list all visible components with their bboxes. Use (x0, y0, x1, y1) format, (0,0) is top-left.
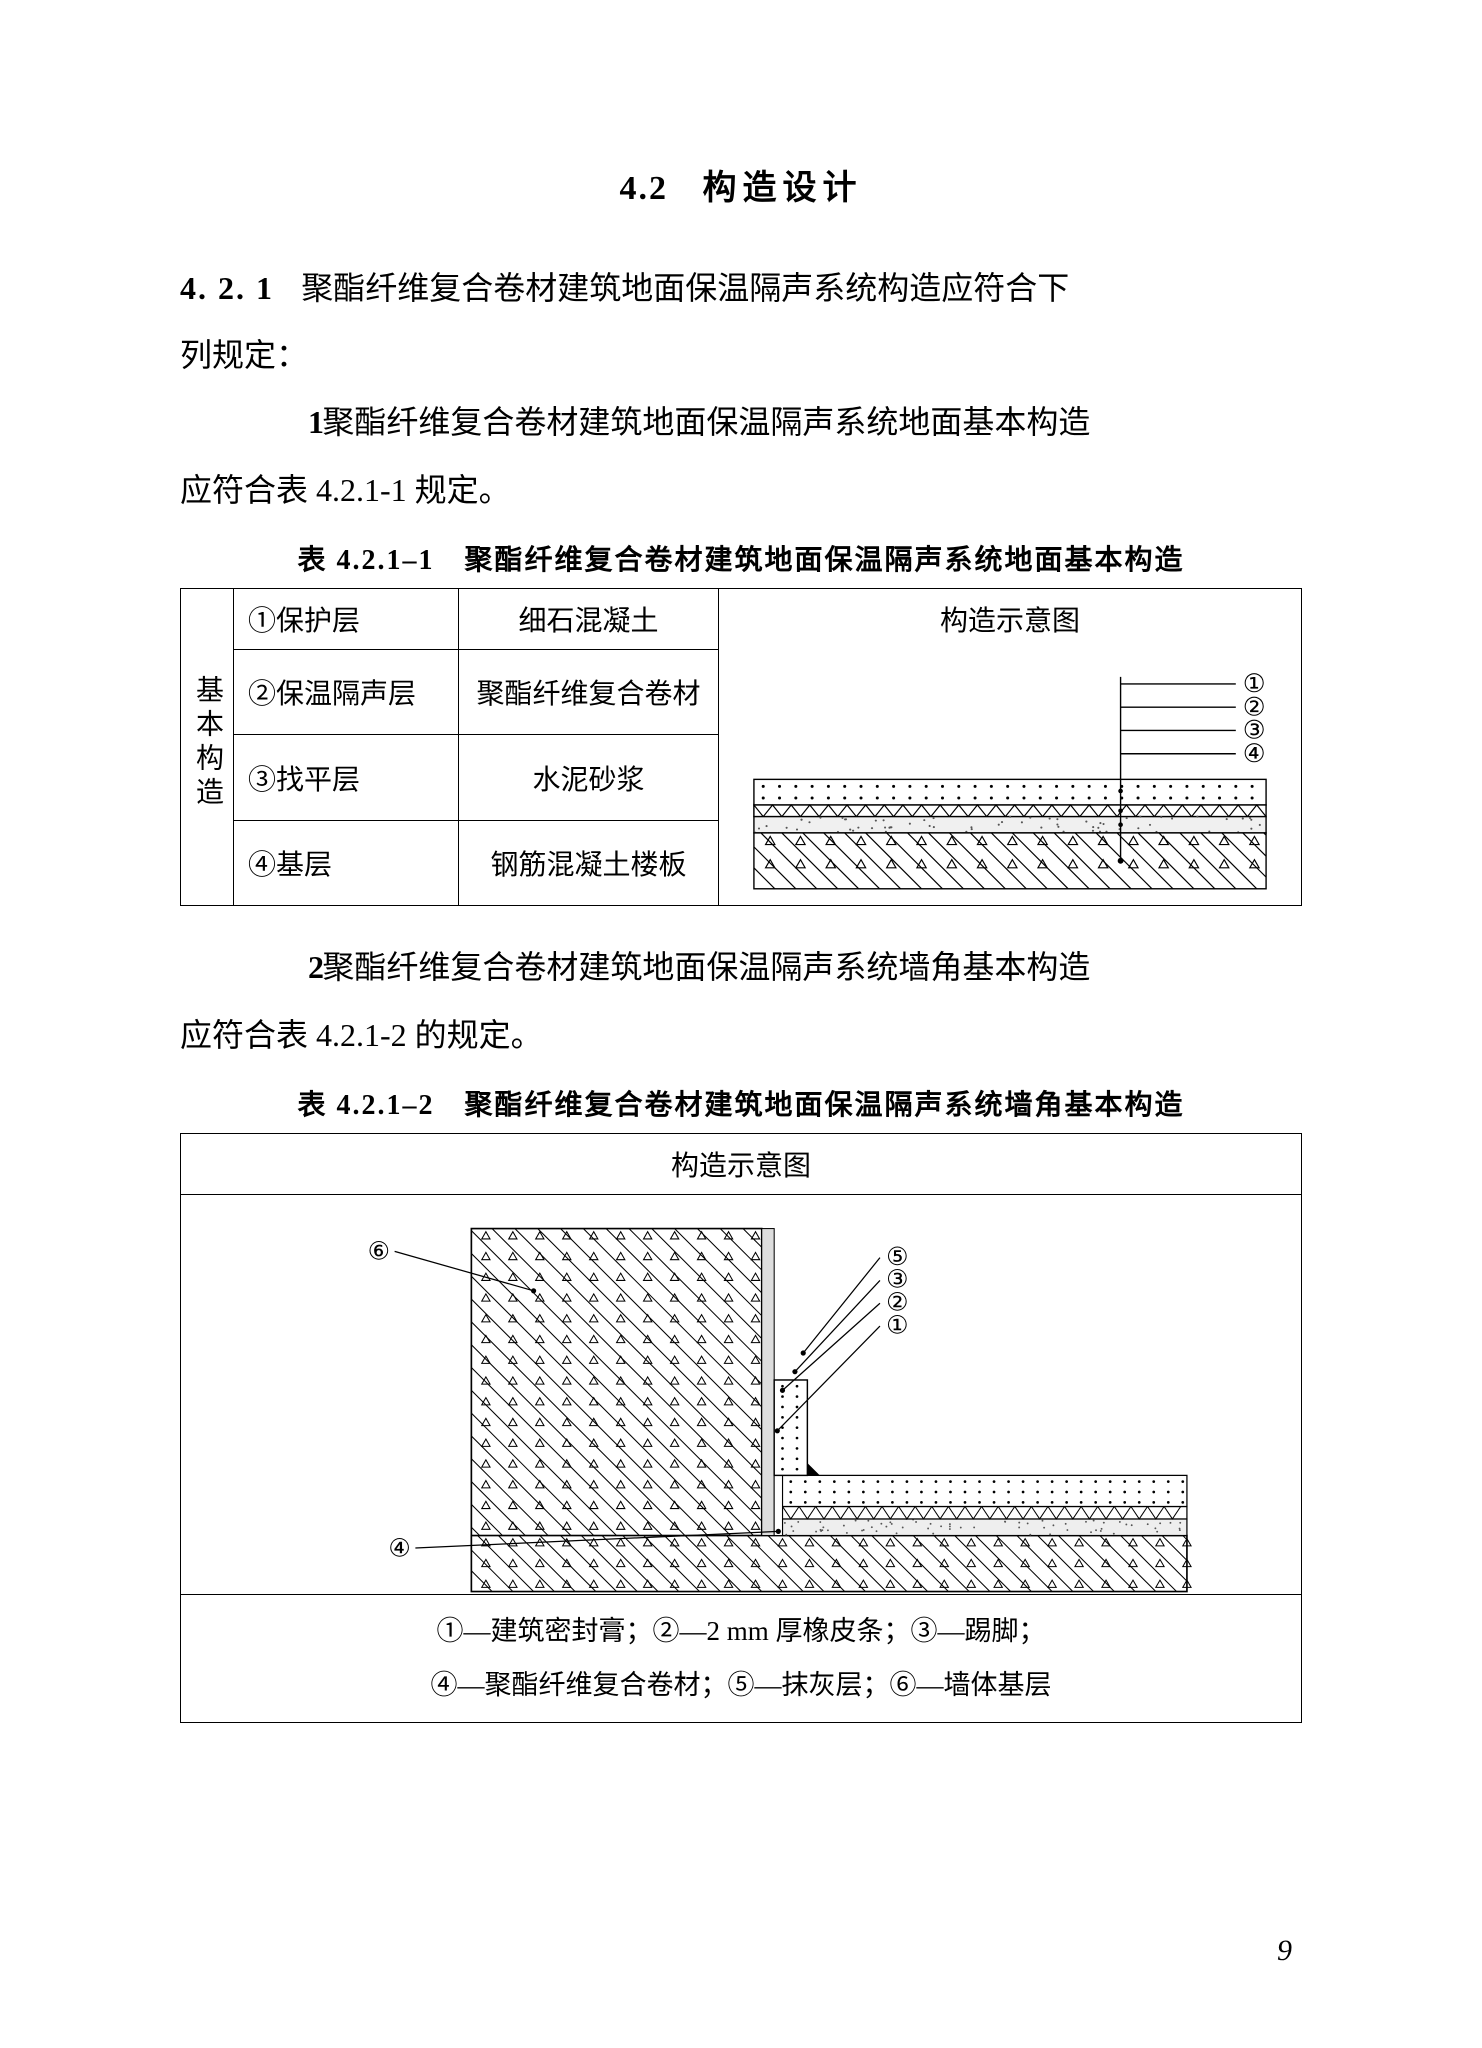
table-2-diagram: ⑥④⑤③②① (181, 1195, 1301, 1594)
svg-text:①: ① (886, 1312, 908, 1339)
page-number: 9 (1277, 1934, 1292, 1968)
section-num: 4.2 (620, 170, 669, 207)
table-1-diagram: ①②③④ (719, 649, 1301, 905)
table-row: ②保温隔声层 聚酯纤维复合卷材 ①②③④ (181, 649, 1302, 735)
clause-num: 4. 2. 1 (180, 270, 274, 306)
table-1-rowheader: 基本构造 (187, 675, 227, 811)
t2-legend-1: ①—建筑密封膏；②—2 mm 厚橡皮条；③—踢脚； (189, 1605, 1293, 1659)
table-row: 基本构造 ①保护层 细石混凝土 构造示意图 (181, 588, 1302, 649)
table-row: 构造示意图 (181, 1133, 1302, 1194)
item-2-idx: 2 (244, 938, 314, 997)
t1-r2-b: 水泥砂浆 (459, 735, 719, 821)
t1-r2-a: ③找平层 (234, 735, 459, 821)
t1-r3-b: 钢筋混凝土楼板 (459, 820, 719, 906)
table-row: ⑥④⑤③②① (181, 1194, 1302, 1594)
table-2: 构造示意图 ⑥④⑤③②① ①—建筑密封膏；②—2 mm 厚橡皮条；③—踢脚； ④… (180, 1133, 1302, 1724)
table-row: ①—建筑密封膏；②—2 mm 厚橡皮条；③—踢脚； ④—聚酯纤维复合卷材；⑤—抹… (181, 1594, 1302, 1723)
item-1-a: 聚酯纤维复合卷材建筑地面保温隔声系统地面基本构造 (322, 404, 1090, 440)
svg-text:⑥: ⑥ (368, 1238, 390, 1265)
section-heading: 4.2 构造设计 (180, 160, 1302, 209)
table-1-title: 表 4.2.1–1 聚酯纤维复合卷材建筑地面保温隔声系统地面基本构造 (180, 538, 1302, 578)
table-2-title: 表 4.2.1–2 聚酯纤维复合卷材建筑地面保温隔声系统墙角基本构造 (180, 1083, 1302, 1123)
item-1-idx: 1 (244, 393, 314, 452)
t1-diagram-cell: ①②③④ (719, 649, 1302, 906)
clause-4-2-1: 4. 2. 1 聚酯纤维复合卷材建筑地面保温隔声系统构造应符合下 (180, 259, 1302, 318)
item-2: 2 聚酯纤维复合卷材建筑地面保温隔声系统墙角基本构造 (180, 938, 1302, 997)
t1-r0-b: 细石混凝土 (459, 588, 719, 649)
t2-legend-cell: ①—建筑密封膏；②—2 mm 厚橡皮条；③—踢脚； ④—聚酯纤维复合卷材；⑤—抹… (181, 1594, 1302, 1723)
t1-r0-a: ①保护层 (234, 588, 459, 649)
svg-text:④: ④ (388, 1535, 410, 1562)
svg-text:④: ④ (1243, 739, 1266, 768)
clause-4-2-1-b: 列规定： (180, 326, 1302, 385)
t2-header: 构造示意图 (181, 1133, 1302, 1194)
t1-col3-header: 构造示意图 (719, 588, 1302, 649)
item-2-b: 应符合表 4.2.1-2 的规定。 (180, 1006, 1302, 1065)
item-1-b: 应符合表 4.2.1-1 规定。 (180, 461, 1302, 520)
clause-text-a: 聚酯纤维复合卷材建筑地面保温隔声系统构造应符合下 (301, 270, 1069, 306)
t1-r1-a: ②保温隔声层 (234, 649, 459, 735)
section-title: 构造设计 (703, 170, 863, 207)
t2-legend-2: ④—聚酯纤维复合卷材；⑤—抹灰层；⑥—墙体基层 (189, 1659, 1293, 1713)
table-1: 基本构造 ①保护层 细石混凝土 构造示意图 ②保温隔声层 聚酯纤维复合卷材 ①②… (180, 588, 1302, 907)
t1-r3-a: ④基层 (234, 820, 459, 906)
t1-r1-b: 聚酯纤维复合卷材 (459, 649, 719, 735)
item-1: 1 聚酯纤维复合卷材建筑地面保温隔声系统地面基本构造 (180, 393, 1302, 452)
item-2-a: 聚酯纤维复合卷材建筑地面保温隔声系统墙角基本构造 (322, 949, 1090, 985)
t2-diagram-cell: ⑥④⑤③②① (181, 1194, 1302, 1594)
table-1-rowheader-cell: 基本构造 (181, 588, 234, 906)
